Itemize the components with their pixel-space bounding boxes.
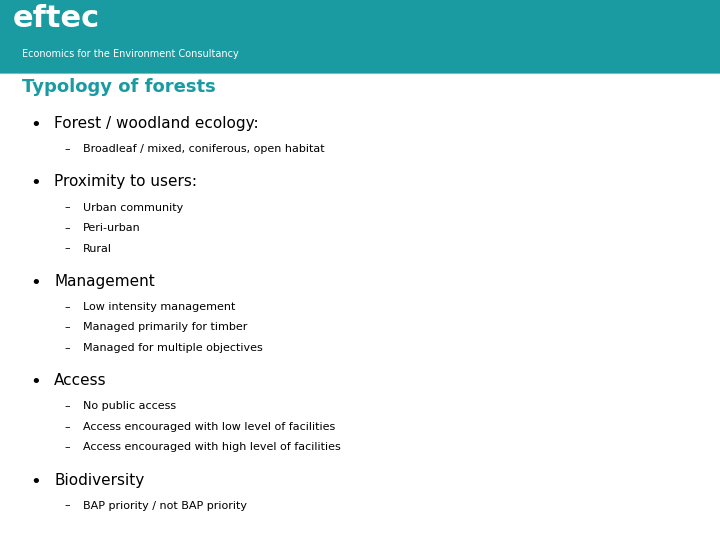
Text: Low intensity management: Low intensity management xyxy=(83,302,235,312)
Text: Economics for the Environment Consultancy: Economics for the Environment Consultanc… xyxy=(22,49,238,59)
Text: •: • xyxy=(30,116,41,134)
Text: Access: Access xyxy=(54,373,107,388)
Text: –: – xyxy=(65,422,71,432)
Text: –: – xyxy=(65,442,71,453)
Text: Typology of forests: Typology of forests xyxy=(22,78,215,96)
Text: •: • xyxy=(30,472,41,490)
Text: Managed primarily for timber: Managed primarily for timber xyxy=(83,322,247,333)
Text: –: – xyxy=(65,223,71,233)
Text: Biodiversity: Biodiversity xyxy=(54,472,144,488)
Text: Proximity to users:: Proximity to users: xyxy=(54,174,197,190)
FancyBboxPatch shape xyxy=(0,0,720,73)
Text: Urban community: Urban community xyxy=(83,202,183,213)
Text: Peri-urban: Peri-urban xyxy=(83,223,140,233)
Text: –: – xyxy=(65,202,71,213)
Text: eftec: eftec xyxy=(13,4,100,33)
Text: Forest / woodland ecology:: Forest / woodland ecology: xyxy=(54,116,258,131)
Text: –: – xyxy=(65,244,71,254)
Text: •: • xyxy=(30,174,41,192)
Text: •: • xyxy=(30,373,41,391)
Text: –: – xyxy=(65,401,71,411)
Text: BAP priority / not BAP priority: BAP priority / not BAP priority xyxy=(83,501,247,511)
Text: •: • xyxy=(30,274,41,292)
Text: Access encouraged with low level of facilities: Access encouraged with low level of faci… xyxy=(83,422,335,432)
Text: –: – xyxy=(65,343,71,353)
Text: Broadleaf / mixed, coniferous, open habitat: Broadleaf / mixed, coniferous, open habi… xyxy=(83,144,325,154)
Text: Rural: Rural xyxy=(83,244,112,254)
Text: –: – xyxy=(65,302,71,312)
Text: No public access: No public access xyxy=(83,401,176,411)
Text: Access encouraged with high level of facilities: Access encouraged with high level of fac… xyxy=(83,442,341,453)
Text: Management: Management xyxy=(54,274,155,289)
Text: –: – xyxy=(65,322,71,333)
Text: –: – xyxy=(65,144,71,154)
Text: Managed for multiple objectives: Managed for multiple objectives xyxy=(83,343,263,353)
Text: –: – xyxy=(65,501,71,511)
